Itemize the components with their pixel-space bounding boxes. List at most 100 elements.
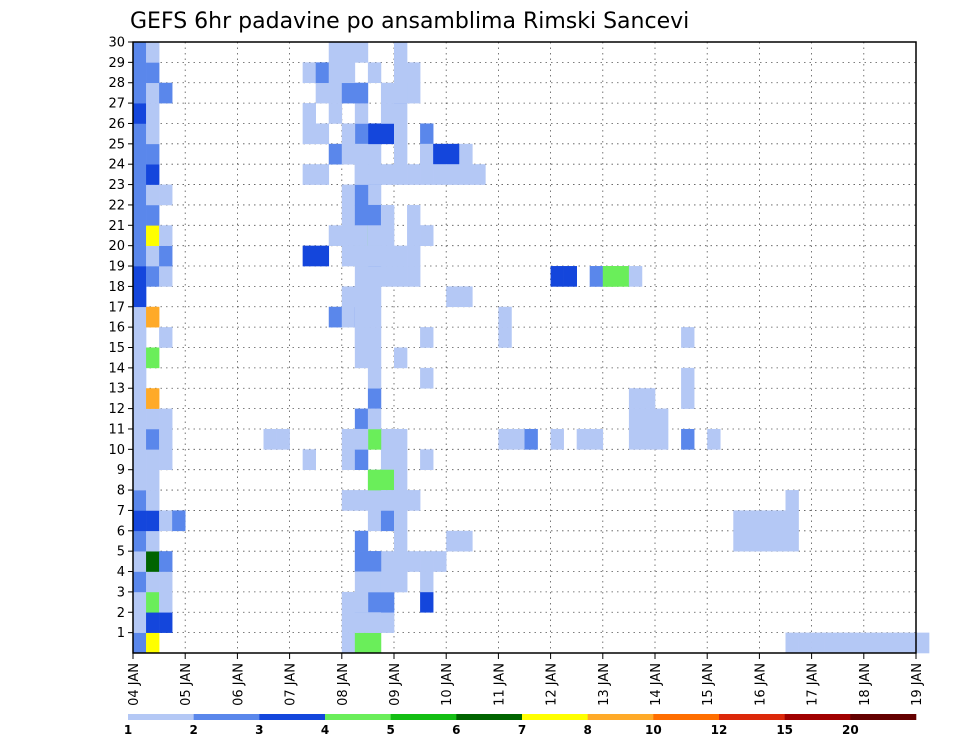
ensemble-cell	[159, 245, 173, 267]
ensemble-cell	[380, 245, 395, 267]
ensemble-cell	[354, 591, 369, 613]
ensemble-cell	[380, 612, 395, 633]
ensemble-cell	[341, 143, 356, 165]
ensemble-cell	[159, 82, 173, 104]
ensemble-cell	[367, 123, 382, 145]
ensemble-cell	[394, 551, 408, 572]
ensemble-cell	[354, 164, 369, 185]
y-tick-label: 8	[117, 484, 125, 499]
ensemble-cell	[394, 530, 408, 552]
ensemble-cell	[146, 510, 160, 532]
ensemble-cell	[302, 245, 316, 267]
ensemble-cell	[394, 103, 408, 124]
ensemble-cell	[407, 225, 421, 246]
ensemble-cell	[407, 62, 421, 84]
ensemble-cell	[367, 490, 382, 511]
ensemble-cell	[354, 245, 369, 267]
ensemble-cell	[641, 388, 656, 409]
ensemble-cell	[146, 42, 160, 63]
ensemble-cell	[367, 632, 382, 654]
x-tick-label: 06 JAN	[231, 663, 246, 706]
ensemble-cell	[341, 245, 356, 267]
ensemble-cell	[785, 510, 799, 532]
ensemble-cell	[328, 143, 343, 165]
x-tick-label: 13 JAN	[597, 663, 612, 706]
ensemble-cell	[811, 632, 825, 654]
ensemble-cell	[133, 347, 147, 369]
ensemble-cell	[380, 164, 395, 185]
ensemble-cell	[655, 428, 669, 450]
ensemble-cell	[159, 408, 173, 430]
ensemble-cell	[146, 245, 160, 267]
ensemble-cell	[380, 428, 395, 450]
ensemble-cell	[641, 408, 656, 430]
legend-label: 10	[645, 723, 662, 737]
ensemble-cell	[159, 571, 173, 593]
x-tick-label: 15 JAN	[701, 663, 716, 706]
ensemble-cell	[876, 632, 891, 654]
ensemble-cell	[394, 490, 408, 511]
x-tick-label: 10 JAN	[440, 663, 455, 706]
legend-label: 12	[711, 723, 728, 737]
legend-swatch	[259, 714, 326, 720]
ensemble-cell	[354, 82, 369, 104]
ensemble-cell	[420, 164, 434, 185]
ensemble-cell	[341, 428, 356, 450]
ensemble-cell	[133, 143, 147, 165]
ensemble-cell	[341, 184, 356, 206]
ensemble-cell	[341, 306, 356, 328]
ensemble-cell	[133, 449, 147, 470]
legend-label: 8	[583, 723, 591, 737]
ensemble-cell	[354, 571, 369, 593]
y-tick-label: 22	[108, 198, 125, 213]
ensemble-cell	[159, 225, 173, 246]
legend-swatch	[719, 714, 785, 720]
ensemble-cell	[628, 266, 643, 287]
x-tick-label: 09 JAN	[388, 663, 403, 706]
ensemble-cell	[315, 164, 330, 185]
ensemble-cell	[394, 123, 408, 145]
ensemble-cell	[354, 103, 369, 124]
x-tick-label: 08 JAN	[336, 663, 351, 706]
ensemble-cell	[459, 143, 473, 165]
ensemble-cell	[681, 428, 695, 450]
ensemble-cell	[394, 266, 408, 287]
ensemble-cell	[133, 388, 147, 409]
ensemble-cell	[407, 245, 421, 267]
ensemble-cell	[367, 388, 382, 409]
ensemble-cell	[146, 408, 160, 430]
y-tick-label: 1	[117, 626, 125, 641]
legend-swatch	[456, 714, 523, 720]
ensemble-cell	[354, 490, 369, 511]
ensemble-cell	[315, 62, 330, 84]
ensemble-cell	[367, 367, 382, 389]
ensemble-cell	[472, 164, 486, 185]
ensemble-cell	[341, 591, 356, 613]
ensemble-cell	[172, 510, 186, 532]
ensemble-cell	[498, 428, 512, 450]
ensemble-cell	[433, 551, 447, 572]
ensemble-cell	[133, 245, 147, 267]
ensemble-cell	[367, 408, 382, 430]
ensemble-cell	[146, 184, 160, 206]
ensemble-cell	[146, 632, 160, 654]
legend-label: 2	[189, 723, 197, 737]
ensemble-cell	[146, 62, 160, 84]
ensemble-cell	[354, 612, 369, 633]
y-tick-label: 9	[117, 463, 125, 478]
ensemble-cell	[146, 306, 160, 328]
legend-label: 5	[386, 723, 394, 737]
ensemble-cell	[146, 143, 160, 165]
legend-swatch	[325, 714, 391, 720]
ensemble-cell	[146, 347, 160, 369]
y-tick-label: 5	[117, 545, 125, 560]
y-tick-label: 13	[108, 382, 125, 397]
ensemble-cell	[354, 449, 369, 470]
ensemble-cell	[367, 245, 382, 267]
ensemble-cell	[498, 306, 512, 328]
ensemble-cell	[302, 103, 316, 124]
ensemble-cell	[146, 164, 160, 185]
x-tick-label: 18 JAN	[858, 663, 873, 706]
ensemble-cell	[511, 428, 525, 450]
